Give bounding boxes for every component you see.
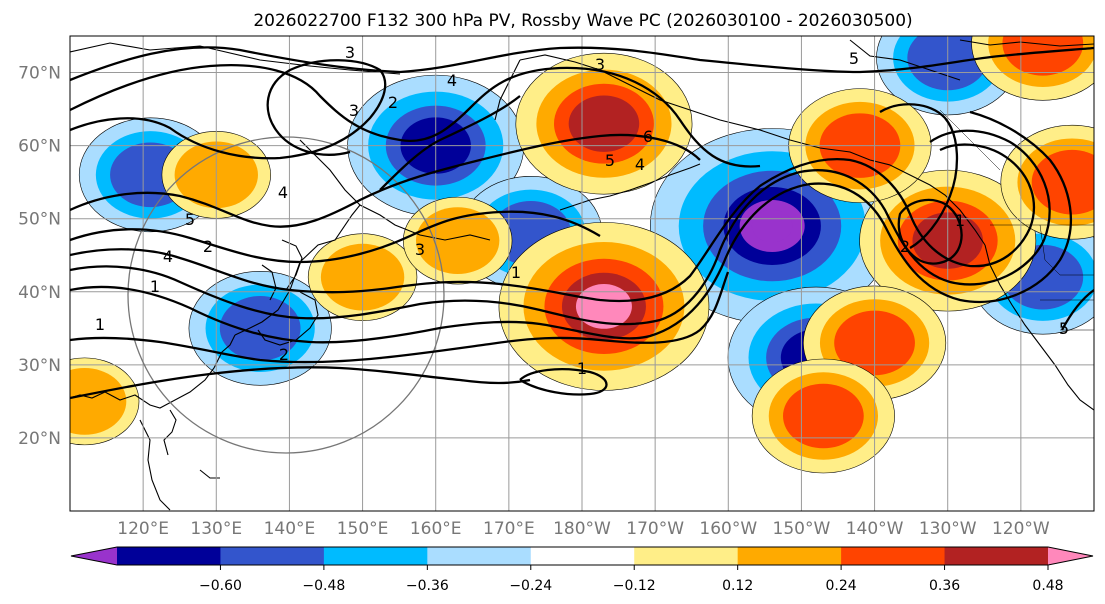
contour-label: 5 <box>1059 319 1069 338</box>
colorbar-tick-label: 0.48 <box>1032 578 1063 594</box>
anomaly-level-fill <box>568 95 640 152</box>
colorbar-tick-label: −0.24 <box>509 578 552 594</box>
contour-label: 3 <box>349 101 359 120</box>
colorbar-swatch <box>323 547 428 565</box>
longitude-tick-label: 160°E <box>410 519 462 539</box>
latitude-tick-label: 50°N <box>18 210 61 230</box>
longitude-tick-label: 180°W <box>553 519 611 539</box>
contour-label: 1 <box>95 315 105 334</box>
pv-contour <box>879 103 959 249</box>
longitude-tick-label: 160°W <box>699 519 757 539</box>
colorbar-tick-label: 0.12 <box>722 578 753 594</box>
contour-label: 1 <box>955 211 965 230</box>
colorbar-swatch <box>530 547 635 565</box>
pv-contour <box>70 271 730 364</box>
contour-label: 2 <box>279 345 289 364</box>
longitude-labels: 120°E 130°E 140°E 150°E 160°E 170°E 180°W 170°W… <box>117 519 1050 539</box>
colorbar-swatch <box>737 547 842 565</box>
pv-contour <box>70 59 387 160</box>
positive-pv-anomaly <box>751 358 895 474</box>
pv-contour <box>70 110 1073 344</box>
pv-contour <box>70 143 1036 303</box>
anomaly-level-fill <box>575 283 632 329</box>
latitude-tick-label: 30°N <box>18 356 61 376</box>
latitude-tick-label: 20°N <box>18 429 61 449</box>
pv-contour <box>70 64 761 168</box>
colorbar-swatch <box>427 547 532 565</box>
pv-contour <box>1060 289 1094 331</box>
map-title: 2026022700 F132 300 hPa PV, Rossby Wave … <box>253 11 912 31</box>
graticule <box>70 36 1094 511</box>
asia-coastline <box>70 42 491 511</box>
pv-contour <box>70 366 608 400</box>
longitude-tick-label: 170°E <box>483 519 535 539</box>
pv-contour <box>70 46 1094 82</box>
contour-label: 5 <box>849 49 859 68</box>
longitude-tick-label: 130°E <box>190 519 242 539</box>
map-frame <box>69 35 1095 512</box>
contour-label: 5 <box>605 151 615 170</box>
positive-pv-anomaly <box>498 222 710 391</box>
contour-label: 4 <box>163 247 173 266</box>
contour-label: 4 <box>635 155 645 174</box>
pv-contour <box>70 210 601 264</box>
contour-label: 3 <box>345 43 355 62</box>
colorbar-extend-min <box>71 547 117 565</box>
latitude-tick-label: 40°N <box>18 283 61 303</box>
colorbar: −0.60 −0.48 −0.36 −0.24 −0.12 0.12 0.24 0.36 0.4… <box>70 546 1094 594</box>
colorbar-swatch <box>944 547 1049 565</box>
latitude-labels: 20°N 30°N 40°N 50°N 60°N 70°N <box>18 64 61 449</box>
anomaly-level-fill <box>782 383 864 449</box>
contour-label: 2 <box>900 237 910 256</box>
anomaly-level-fill <box>1002 36 1084 76</box>
contour-label: 4 <box>278 183 288 202</box>
colorbar-outline <box>70 546 1094 566</box>
contour-label: 3 <box>415 240 425 259</box>
contour-label: 1 <box>577 359 587 378</box>
contour-label: 6 <box>643 127 653 146</box>
positive-pv-anomaly <box>70 357 140 446</box>
region-circle <box>127 136 445 454</box>
colorbar-tick-label: −0.60 <box>199 578 242 594</box>
north-america-coastline <box>849 39 1094 411</box>
colorbar-tick-label: 0.24 <box>826 578 857 594</box>
pv-contours <box>70 46 1094 400</box>
pv-contour <box>897 198 963 265</box>
longitude-tick-label: 120°E <box>117 519 169 539</box>
contour-label: 1 <box>511 263 521 282</box>
colorbar-extend-max <box>1048 547 1093 565</box>
longitude-tick-label: 140°E <box>264 519 316 539</box>
contour-label: 2 <box>388 93 398 112</box>
map-area <box>70 36 1094 511</box>
longitude-tick-label: 130°W <box>919 519 977 539</box>
positive-pv-anomaly <box>515 52 693 195</box>
colorbar-tick-label: −0.12 <box>613 578 656 594</box>
longitude-tick-label: 150°E <box>337 519 389 539</box>
latitude-tick-label: 60°N <box>18 137 61 157</box>
contour-label: 5 <box>185 210 195 229</box>
contour-label: 1 <box>150 277 160 296</box>
colorbar-tick-label: −0.48 <box>302 578 345 594</box>
colorbar-swatch <box>117 547 221 565</box>
anomaly-level-fill <box>751 209 793 243</box>
latitude-tick-label: 70°N <box>18 64 61 84</box>
colorbar-swatch <box>841 547 946 565</box>
colorbar-tick-label: 0.36 <box>929 578 960 594</box>
longitude-tick-label: 140°W <box>846 519 904 539</box>
contour-label: 3 <box>595 55 605 74</box>
longitude-tick-label: 170°W <box>626 519 684 539</box>
contour-label: 2 <box>203 237 213 256</box>
colorbar-tick-label: −0.36 <box>406 578 449 594</box>
anomaly-level-fill <box>70 368 127 435</box>
colorbar-swatch <box>220 547 325 565</box>
contour-label: 4 <box>447 71 457 90</box>
colorbar-swatch <box>634 547 739 565</box>
longitude-tick-label: 120°W <box>992 519 1050 539</box>
north-america-borders <box>939 109 1094 331</box>
longitude-tick-label: 150°W <box>773 519 831 539</box>
pv-contour <box>70 95 701 228</box>
